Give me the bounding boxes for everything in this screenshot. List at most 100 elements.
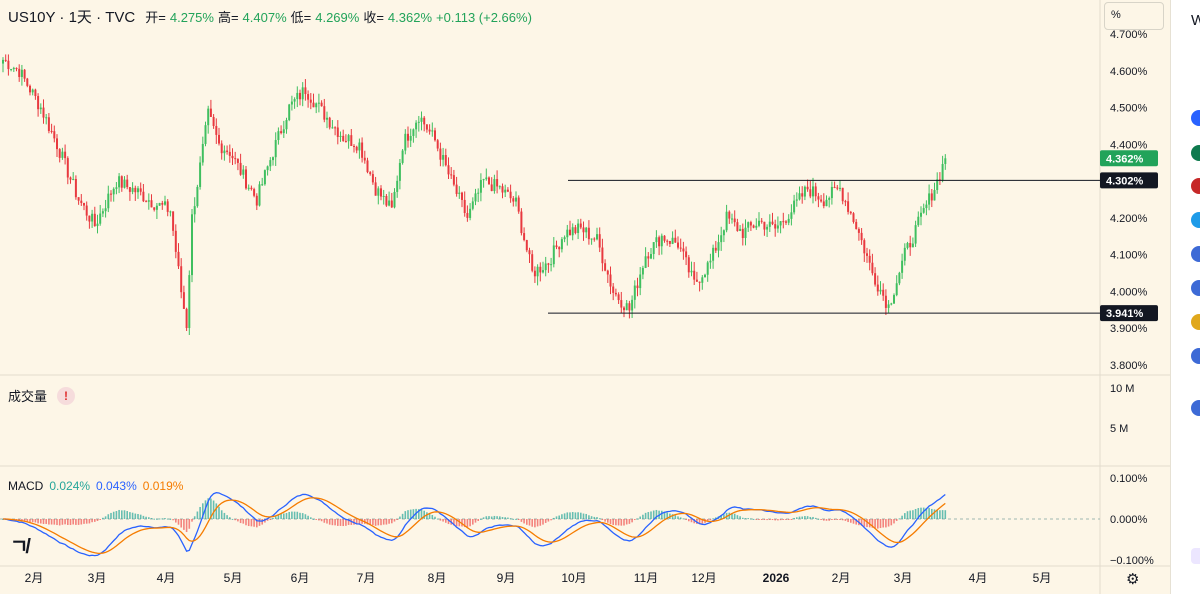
macd-histogram-bar xyxy=(593,516,596,519)
macd-histogram-bar xyxy=(199,506,201,519)
price-chart[interactable]: 4.700%4.600%4.500%4.400%4.300%4.200%4.10… xyxy=(0,0,1170,594)
macd-histogram-bar xyxy=(377,519,380,526)
macd-histogram-bar xyxy=(91,519,93,523)
macd-histogram-bar xyxy=(752,518,755,520)
candle-body xyxy=(914,225,917,244)
candle-body xyxy=(701,277,704,283)
symbol-icon[interactable] xyxy=(1191,314,1200,330)
candle-body xyxy=(101,211,104,214)
candle-body xyxy=(266,166,269,171)
candle-body xyxy=(344,140,347,142)
candle-body xyxy=(91,213,94,222)
macd-histogram-bar xyxy=(793,517,795,519)
candle-body xyxy=(226,150,229,152)
macd-histogram-bar xyxy=(912,510,914,519)
candle-body xyxy=(363,157,366,161)
candle-body xyxy=(85,205,88,216)
candle-body xyxy=(142,191,145,202)
flag-icon[interactable] xyxy=(1191,348,1200,364)
candle-body xyxy=(299,92,301,100)
macd-histogram-bar xyxy=(172,519,174,521)
symbol-title[interactable]: US10Y · 1天 · TVC xyxy=(8,9,136,26)
macd-histogram-bar xyxy=(247,519,250,527)
macd-histogram-bar xyxy=(577,512,579,519)
candle-body xyxy=(280,131,283,134)
macd-histogram-bar xyxy=(283,513,285,519)
macd-histogram-bar xyxy=(401,513,404,519)
candle-body xyxy=(852,213,855,222)
candle-body xyxy=(809,189,812,197)
candle-body xyxy=(253,189,256,196)
candle-body xyxy=(393,191,396,208)
candle-body xyxy=(830,186,833,199)
macd-histogram-bar xyxy=(731,512,733,519)
candle-body xyxy=(496,179,499,187)
candle-body xyxy=(328,117,331,128)
level-price-label: 3.941% xyxy=(1106,308,1144,320)
flag-icon[interactable] xyxy=(1191,280,1200,296)
macd-histogram-bar xyxy=(866,519,868,528)
candles xyxy=(2,54,947,335)
macd-histogram-bar xyxy=(139,514,142,519)
candle-body xyxy=(339,135,342,137)
macd-histogram-bar xyxy=(301,513,304,519)
candle-body xyxy=(504,189,507,193)
y-tick-label: 4.100% xyxy=(1110,250,1148,262)
macd-histogram-bar xyxy=(655,509,658,519)
macd-histogram-bar xyxy=(615,519,617,526)
macd-histogram-bar xyxy=(99,519,101,520)
macd-histogram-bar xyxy=(318,519,320,521)
watchlist-icon[interactable]: W xyxy=(1191,12,1200,29)
candle-body xyxy=(506,189,509,192)
candle-body xyxy=(814,186,817,197)
macd-histogram-bar xyxy=(75,519,77,525)
macd-histogram-bar xyxy=(528,519,531,526)
candle-body xyxy=(525,240,528,251)
macd-histogram-bar xyxy=(380,519,382,526)
candle-body xyxy=(77,197,80,201)
candle-body xyxy=(909,243,912,248)
percent-scale-button[interactable]: % xyxy=(1104,2,1164,30)
candle-body xyxy=(236,158,239,163)
flag-icon[interactable] xyxy=(1191,246,1200,262)
macd-histogram-bar xyxy=(841,519,844,521)
macd-histogram-bar xyxy=(115,511,118,519)
y-tick-label: 4.600% xyxy=(1110,66,1148,78)
candle-body xyxy=(185,308,188,329)
candle-body xyxy=(69,177,72,180)
candle-body xyxy=(425,124,428,130)
x-tick-label: 5月 xyxy=(1033,571,1052,585)
candle-body xyxy=(631,299,634,311)
macd-histogram-bar xyxy=(161,518,164,520)
candle-body xyxy=(120,176,123,188)
macd-histogram-bar xyxy=(299,512,301,519)
macd-histogram-bar xyxy=(420,509,423,519)
macd-histogram-bar xyxy=(582,513,585,519)
candle-body xyxy=(890,303,893,305)
candle-body xyxy=(728,211,731,219)
macd-histogram-bar xyxy=(61,519,64,525)
candle-body xyxy=(326,117,328,120)
x-tick-label: 5月 xyxy=(224,571,243,585)
candle-body xyxy=(793,200,796,213)
symbol-icon[interactable] xyxy=(1191,110,1200,126)
macd-line-value: 0.043% xyxy=(96,479,137,493)
x-tick-label: 2026 xyxy=(763,571,790,585)
warning-icon[interactable]: ! xyxy=(57,386,76,405)
candle-body xyxy=(128,187,131,192)
symbol-icon[interactable] xyxy=(1191,145,1200,161)
candle-body xyxy=(461,192,463,200)
candle-body xyxy=(342,135,345,141)
macd-histogram-bar xyxy=(388,519,390,524)
candle-body xyxy=(774,224,777,229)
panel-icon[interactable] xyxy=(1191,548,1200,564)
gear-icon[interactable]: ⚙ xyxy=(1126,571,1140,588)
symbol-icon[interactable] xyxy=(1191,178,1200,194)
candle-body xyxy=(490,184,493,192)
watchlist-sidebar: W xyxy=(1170,0,1200,594)
symbol-icon[interactable] xyxy=(1191,212,1200,228)
macd-histogram-bar xyxy=(922,507,925,519)
flag-icon[interactable] xyxy=(1191,400,1200,416)
candle-body xyxy=(550,264,553,266)
macd-histogram-bar xyxy=(477,519,479,522)
